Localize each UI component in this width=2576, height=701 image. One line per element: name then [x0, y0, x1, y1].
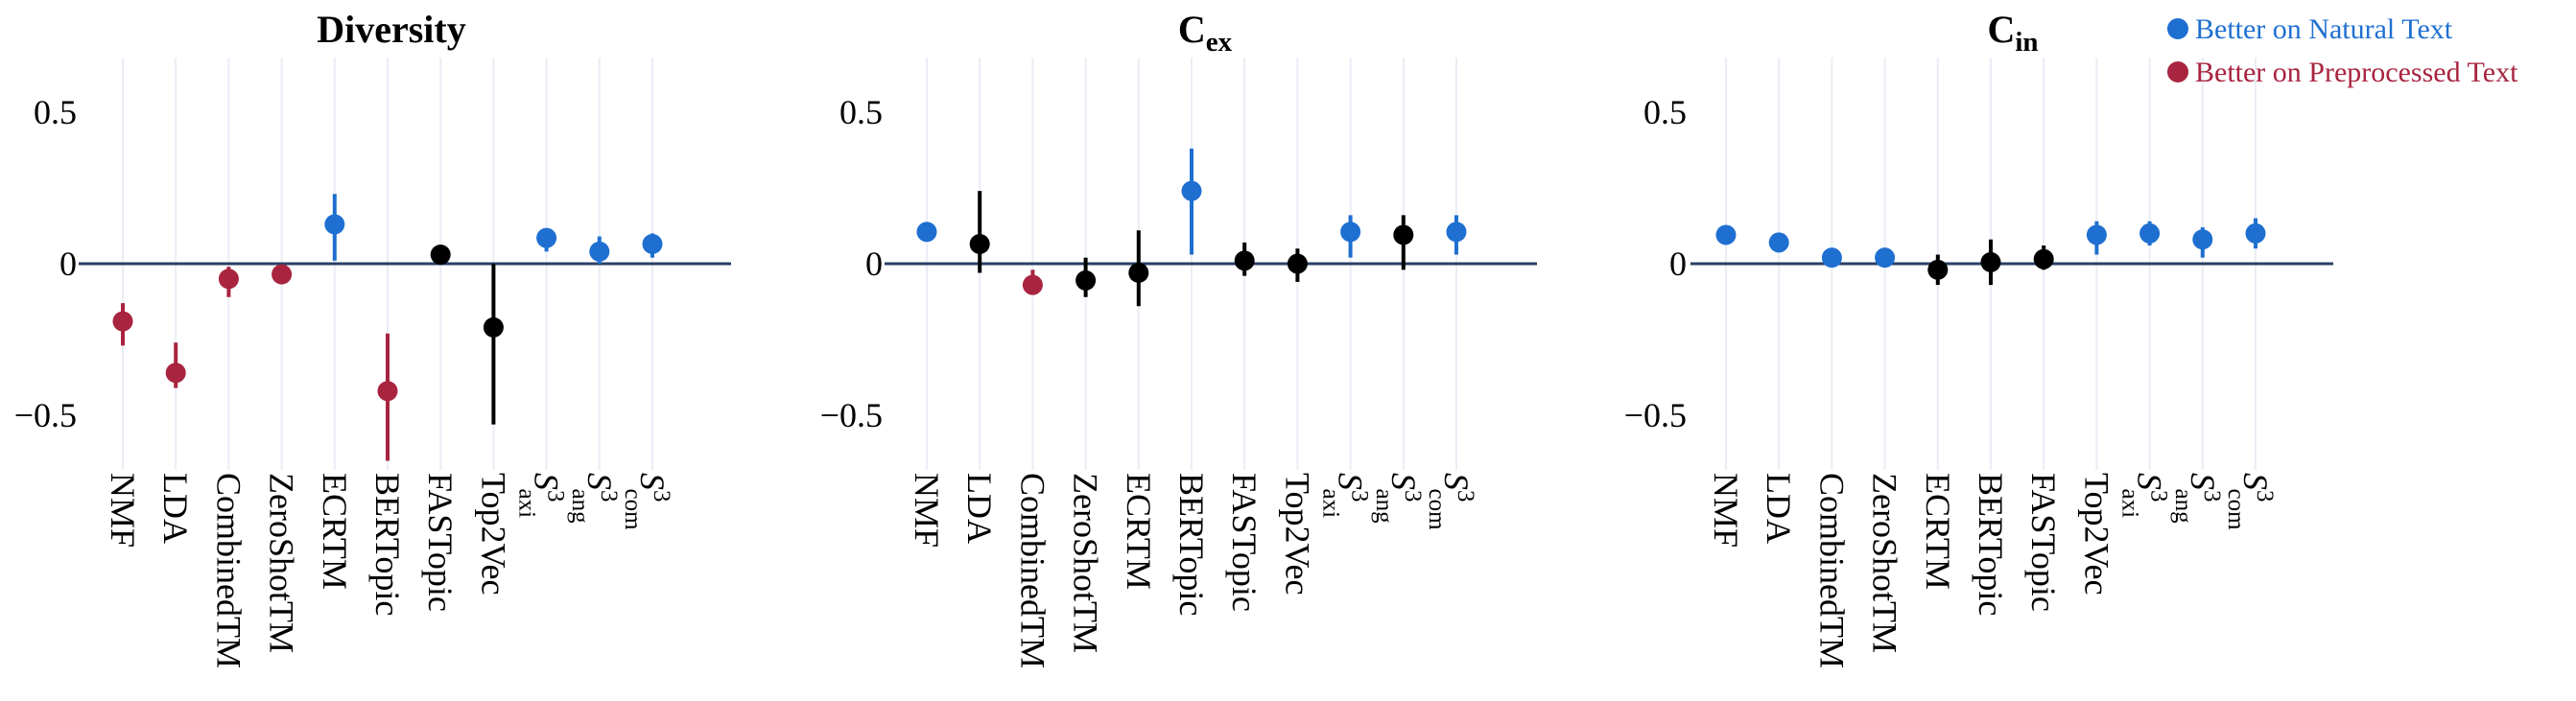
x-tick-label: ECRTM — [1120, 473, 1158, 590]
legend-marker — [2167, 18, 2188, 39]
x-tick-label: BERTopic — [1172, 473, 1211, 616]
data-point — [2245, 222, 2266, 244]
x-tick-label: ZeroShotTM — [1866, 473, 1904, 653]
data-point — [2033, 248, 2054, 269]
y-tick-label: 0.5 — [839, 93, 883, 131]
x-tick-label: CombinedTM — [1013, 473, 1052, 668]
x-tick-label: ZeroShotTM — [263, 473, 301, 653]
x-tick-label: BERTopic — [368, 473, 407, 616]
x-tick-label: CombinedTM — [209, 473, 248, 668]
x-tick-label: S3com — [1424, 473, 1478, 530]
data-point — [1875, 247, 1896, 269]
panel-title: Diversity — [317, 8, 466, 51]
data-point — [483, 316, 504, 338]
x-tick-label: FASTopic — [1225, 473, 1264, 612]
x-tick-label: ECRTM — [316, 473, 354, 590]
data-point — [1446, 222, 1467, 243]
x-tick-label: ECRTM — [1919, 473, 1957, 590]
legend-label: Better on Natural Text — [2195, 13, 2453, 45]
data-point — [1340, 222, 1361, 243]
x-tick-label: S3com — [620, 473, 674, 530]
data-point — [1128, 262, 1149, 283]
data-point — [2086, 224, 2107, 245]
panel-title: Cex — [1178, 8, 1233, 58]
data-point — [1715, 224, 1737, 245]
x-tick-label: ZeroShotTM — [1067, 473, 1105, 653]
x-tick-label: S3ang — [567, 473, 622, 524]
x-tick-label: BERTopic — [1972, 473, 2010, 616]
x-tick-label: S3axi — [514, 473, 569, 518]
panel-2: Cex 0.5 0 −0.5 NMF LDA CombinedTM ZeroShotTM ECR… — [820, 8, 1537, 668]
data-point — [916, 222, 937, 243]
data-point — [1075, 269, 1097, 291]
x-tick-label: S3axi — [2117, 473, 2172, 518]
x-tick-label: LDA — [960, 473, 999, 544]
y-tick-label: 0 — [1669, 245, 1687, 283]
x-tick-label: FASTopic — [2024, 473, 2063, 612]
x-tick-label: S3ang — [2170, 473, 2225, 524]
data-point — [1181, 180, 1202, 201]
data-point — [2192, 229, 2213, 250]
y-tick-label: −0.5 — [820, 396, 883, 434]
data-point — [1234, 250, 1255, 271]
data-point — [1287, 253, 1308, 274]
x-tick-label: Top2Vec — [2077, 473, 2115, 595]
panel-title: Cin — [1987, 8, 2038, 58]
x-tick-label: Top2Vec — [1278, 473, 1316, 595]
data-point — [1821, 247, 1842, 269]
data-point — [1768, 232, 1789, 253]
data-point — [272, 264, 293, 285]
legend-marker — [2167, 61, 2188, 82]
y-tick-label: 0.5 — [1643, 93, 1687, 131]
y-tick-label: 0 — [865, 245, 883, 283]
x-tick-label: Top2Vec — [474, 473, 512, 595]
legend: Better on Natural Text Better on Preproce… — [2167, 13, 2518, 88]
data-point — [642, 233, 663, 254]
data-point — [165, 362, 186, 384]
panel-1: Diversity 0.5 0 −0.5 NMF LDA CombinedTM ZeroSho… — [14, 8, 731, 668]
x-tick-label: LDA — [1760, 473, 1798, 544]
panel-3: Cin 0.5 0 −0.5 NMF LDA CombinedTM ZeroShotTM ECR… — [1624, 8, 2333, 668]
y-tick-label: 0.5 — [34, 93, 77, 131]
x-tick-label: NMF — [104, 473, 142, 548]
data-point — [536, 227, 557, 248]
x-tick-label: CombinedTM — [1812, 473, 1851, 668]
y-tick-label: 0 — [59, 245, 77, 283]
data-point — [1927, 259, 1949, 280]
data-point — [430, 245, 451, 266]
data-point — [324, 214, 345, 235]
data-point — [2139, 222, 2161, 244]
x-tick-label: S3com — [2223, 473, 2278, 530]
data-point — [1980, 251, 2001, 272]
legend-label: Better on Preprocessed Text — [2195, 57, 2518, 88]
x-tick-label: S3ang — [1371, 473, 1426, 524]
y-tick-label: −0.5 — [1624, 396, 1687, 434]
data-point — [1022, 274, 1043, 295]
x-tick-label: NMF — [908, 473, 946, 548]
data-point — [377, 381, 398, 402]
data-point — [969, 233, 990, 254]
x-tick-label: S3axi — [1318, 473, 1373, 518]
data-point — [589, 241, 610, 262]
x-tick-label: FASTopic — [421, 473, 460, 612]
data-point — [112, 311, 133, 332]
data-point — [218, 269, 239, 290]
x-tick-label: NMF — [1707, 473, 1745, 548]
x-tick-label: LDA — [156, 473, 195, 544]
data-point — [1393, 224, 1414, 245]
y-tick-label: −0.5 — [14, 396, 77, 434]
